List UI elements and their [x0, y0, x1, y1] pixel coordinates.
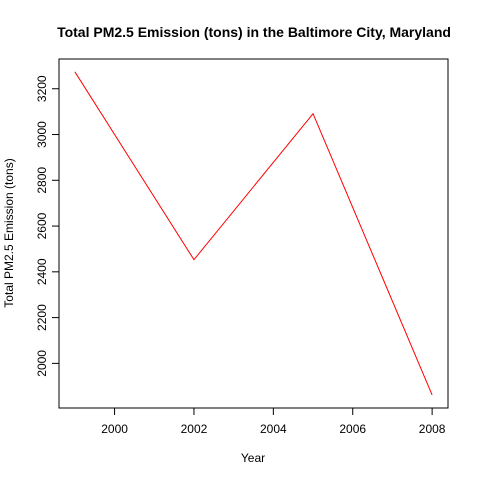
- y-tick-label-2000: 2000: [35, 350, 49, 377]
- y-tick-label-3200: 3200: [35, 75, 49, 102]
- x-tick-label-2004: 2004: [260, 422, 287, 436]
- chart-title: Total PM2.5 Emission (tons) in the Balti…: [57, 24, 451, 40]
- y-tick-label-3000: 3000: [35, 121, 49, 148]
- y-axis-label: Total PM2.5 Emission (tons): [2, 158, 16, 307]
- plot-frame: [58, 58, 449, 409]
- y-tick-label-2800: 2800: [35, 167, 49, 194]
- y-tick-label-2200: 2200: [35, 304, 49, 331]
- y-tick-label-2600: 2600: [35, 212, 49, 239]
- y-tick-label-2400: 2400: [35, 258, 49, 285]
- x-tick-label-2000: 2000: [101, 422, 128, 436]
- x-tick-label-2006: 2006: [339, 422, 366, 436]
- x-tick-label-2008: 2008: [419, 422, 446, 436]
- x-axis-label: Year: [241, 451, 265, 465]
- series-line-0: [74, 71, 433, 396]
- x-axis: 2000 2002 2004 2006 2008: [101, 408, 446, 436]
- series-layer: [74, 71, 433, 396]
- x-tick-label-2002: 2002: [181, 422, 208, 436]
- y-axis: 2000 2200 2400 2600 2800 3000 3200: [35, 75, 59, 377]
